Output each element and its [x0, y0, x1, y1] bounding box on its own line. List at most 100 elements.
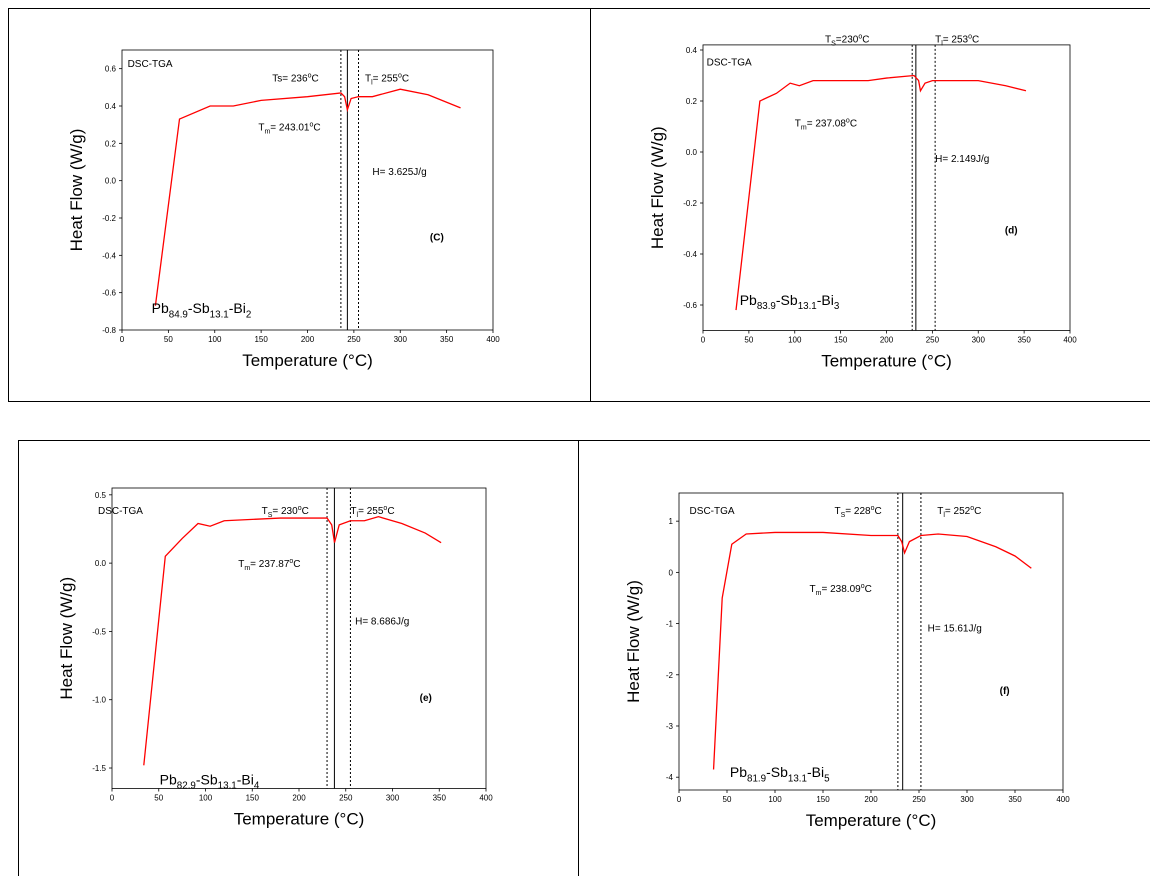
annotation-text: (C) — [430, 232, 444, 243]
annotation: TS= 228oC — [835, 505, 882, 519]
y-axis-title: Heat Flow (W/g) — [648, 126, 667, 249]
annotation: Tm= 237.87oC — [238, 558, 300, 572]
y-tick-label: -3 — [666, 722, 674, 731]
annotation-text: -Bi — [817, 292, 834, 308]
annotation-text: = 228 — [845, 506, 871, 517]
annotation-text: = 253 — [943, 34, 969, 45]
heat-flow-line — [144, 517, 441, 766]
x-tick-label: 50 — [164, 335, 173, 344]
annotation-text: Ts= 236 — [272, 74, 308, 85]
annotation: Tl= 255oC — [350, 505, 394, 519]
x-tick-label: 200 — [301, 335, 315, 344]
annotation: DSC-TGA — [98, 506, 143, 517]
x-tick-label: 150 — [816, 795, 830, 804]
annotation-text: H= 15.61J/g — [928, 623, 982, 634]
annotation-text: = 252 — [945, 506, 971, 517]
x-tick-label: 250 — [347, 335, 361, 344]
x-tick-label: 0 — [701, 336, 706, 345]
annotation-text: -Sb — [196, 771, 218, 787]
plot-frame — [679, 493, 1063, 790]
y-tick-label: 0.2 — [686, 97, 698, 106]
x-tick-label: 400 — [486, 335, 500, 344]
y-tick-label: 0.0 — [95, 559, 107, 568]
x-tick-label: 200 — [880, 336, 894, 345]
annotation-text: H= 3.625J/g — [372, 167, 426, 178]
plot-frame — [122, 50, 493, 330]
x-tick-label: 100 — [788, 336, 802, 345]
annotation-text: DSC-TGA — [98, 506, 143, 517]
annotation: (f) — [1000, 686, 1010, 697]
annotation-text: H= 2.149J/g — [935, 154, 989, 165]
x-tick-label: 0 — [120, 335, 125, 344]
y-tick-label: -1.0 — [92, 696, 106, 705]
x-tick-label: 400 — [479, 794, 493, 803]
annotation: H= 8.686J/g — [355, 617, 409, 628]
x-tick-label: 250 — [912, 795, 926, 804]
y-axis-title: Heat Flow (W/g) — [67, 129, 86, 252]
annotation-sub: 13.1 — [210, 309, 229, 320]
annotation: Tl= 252oC — [937, 505, 981, 519]
y-tick-label: 1 — [669, 517, 674, 526]
annotation-text: C — [293, 559, 300, 570]
x-tick-label: 0 — [110, 794, 115, 803]
annotation: DSC-TGA — [707, 57, 752, 68]
annotation-text: C — [311, 74, 318, 85]
x-tick-label: 350 — [440, 335, 454, 344]
y-tick-label: -1.5 — [92, 764, 106, 773]
annotation-text: H= 8.686J/g — [355, 617, 409, 628]
annotation: Pb81.9-Sb13.1-Bi5 — [730, 764, 830, 784]
x-tick-label: 100 — [208, 335, 222, 344]
annotation-sub: 84.9 — [169, 309, 188, 320]
annotation-text: = 237.87 — [250, 559, 290, 570]
annotation-sub: 13.1 — [788, 773, 807, 784]
x-tick-label: 400 — [1063, 336, 1077, 345]
annotation-text: -Sb — [188, 300, 210, 316]
annotation: H= 15.61J/g — [928, 623, 982, 634]
y-tick-label: -0.5 — [92, 627, 106, 636]
y-tick-label: -0.6 — [683, 301, 697, 310]
x-tick-label: 300 — [960, 795, 974, 804]
x-tick-label: 200 — [864, 795, 878, 804]
annotation: TS= 230oC — [262, 505, 309, 519]
x-tick-label: 50 — [744, 336, 753, 345]
annotation-text: = 230 — [272, 506, 298, 517]
annotation-text: DSC-TGA — [128, 59, 173, 70]
x-axis-title: Temperature (°C) — [242, 351, 373, 370]
y-tick-label: 0.0 — [686, 148, 698, 157]
y-tick-label: -0.2 — [683, 199, 697, 208]
annotation-sub: 13.1 — [798, 301, 817, 312]
x-tick-label: 50 — [154, 794, 163, 803]
y-tick-label: 0.4 — [105, 102, 117, 111]
x-tick-label: 150 — [834, 336, 848, 345]
x-tick-label: 100 — [768, 795, 782, 804]
annotation-text: C — [865, 584, 872, 595]
annotation-text: C — [850, 119, 857, 130]
x-tick-label: 50 — [723, 795, 732, 804]
annotation: (d) — [1005, 226, 1018, 237]
x-tick-label: 250 — [926, 336, 940, 345]
annotation-sub: 82.9 — [177, 781, 196, 792]
annotation-text: -Sb — [766, 764, 788, 780]
annotation-text: (e) — [420, 693, 432, 704]
annotation-text: = 255 — [373, 74, 399, 85]
annotation-text: DSC-TGA — [707, 57, 752, 68]
annotation-text: = 237.08 — [807, 119, 847, 130]
annotation: Ts= 236oC — [272, 73, 318, 85]
annotation-sub: 5 — [824, 773, 830, 784]
annotation: Tl= 255oC — [365, 73, 409, 87]
x-tick-label: 350 — [1017, 336, 1031, 345]
annotation-text: C — [387, 506, 394, 517]
annotation-text: = 255 — [358, 506, 384, 517]
y-tick-label: -0.6 — [102, 289, 116, 298]
y-axis-title: Heat Flow (W/g) — [624, 580, 643, 703]
annotation-text: C — [302, 506, 309, 517]
x-tick-label: 100 — [199, 794, 213, 803]
annotation: H= 2.149J/g — [935, 154, 989, 165]
annotation-text: C — [974, 506, 981, 517]
annotation: DSC-TGA — [690, 506, 735, 517]
annotation-text: -Bi — [237, 771, 254, 787]
y-tick-label: -4 — [666, 773, 674, 782]
annotation-text: (f) — [1000, 686, 1010, 697]
y-tick-label: -2 — [666, 671, 674, 680]
annotation-text: C — [862, 34, 869, 45]
